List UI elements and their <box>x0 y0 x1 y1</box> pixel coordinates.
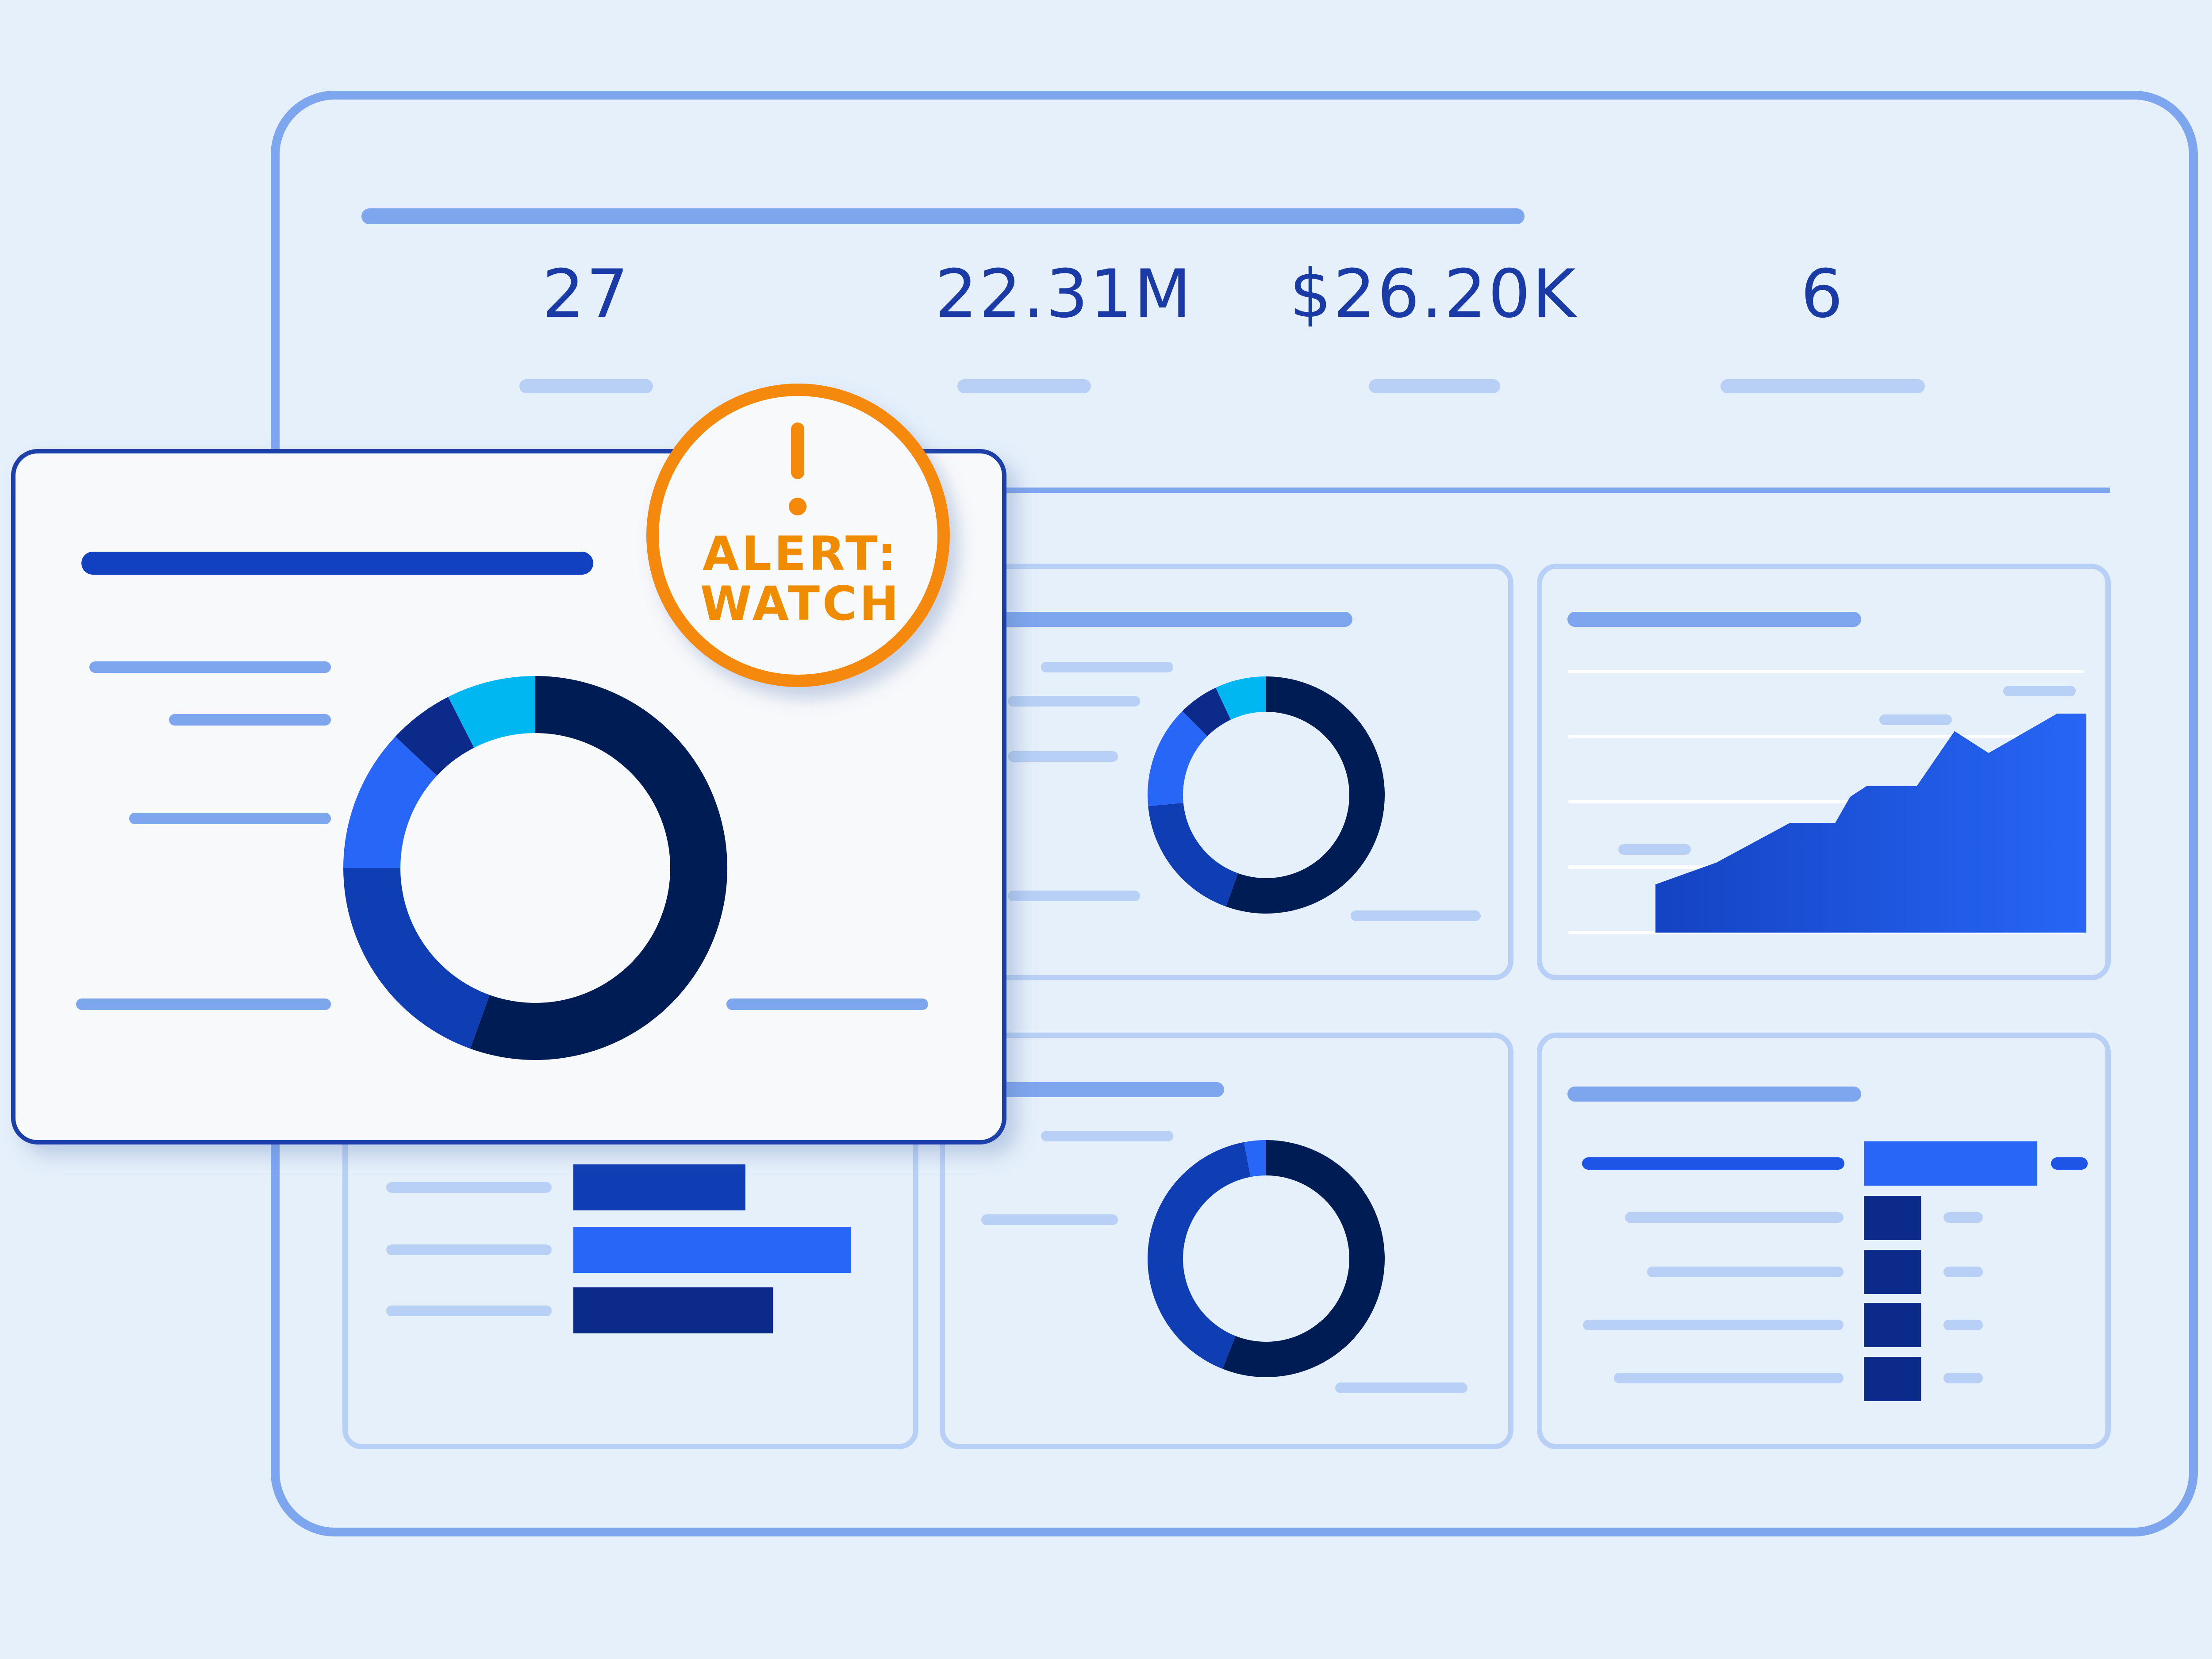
donut-top-segment <box>1148 711 1208 806</box>
donut-main-segment <box>395 697 474 776</box>
alert-line-1: ALERT: <box>703 526 899 581</box>
alert-badge <box>646 384 950 687</box>
panel-donut-bottom <box>940 1033 1513 1449</box>
donut-bottom-segment <box>1147 1142 1251 1369</box>
area-chart <box>1568 670 2086 934</box>
bar-chart-right <box>1864 1141 2037 1401</box>
panel-area-chart <box>1537 564 2111 980</box>
bar <box>1864 1357 1921 1401</box>
donut-top-segment <box>1182 687 1231 737</box>
donut-main-segment <box>448 676 535 748</box>
donut-top-segment <box>1215 676 1266 720</box>
area-fill <box>1655 714 2086 933</box>
donut-bottom-segment <box>1244 1140 1266 1177</box>
bar <box>1864 1303 1921 1347</box>
bar <box>1864 1141 2037 1186</box>
panel-bar-chart-right <box>1537 1033 2111 1449</box>
alert-label: ALERT: WATCH <box>690 529 911 629</box>
exclamation-icon <box>789 422 806 515</box>
kpi-value-2: 22.31M <box>935 256 1193 333</box>
alert-line-2: WATCH <box>700 576 902 631</box>
donut-top-segment <box>1226 676 1385 914</box>
mini-donut-chart-top <box>1148 676 1385 914</box>
kpi-value-3: $26.20K <box>1289 256 1578 333</box>
mini-donut-chart-bottom <box>1147 1140 1385 1377</box>
bar-chart-left <box>573 1164 851 1333</box>
kpi-value-4: 6 <box>1801 256 1845 333</box>
donut-top-segment <box>1148 803 1238 907</box>
donut-chart-main <box>343 676 728 1060</box>
bar <box>1864 1250 1921 1294</box>
donut-bottom-segment <box>1222 1140 1385 1377</box>
kpi-value-1: 27 <box>542 256 630 333</box>
donut-main-segment <box>343 868 490 1049</box>
bar <box>573 1227 851 1273</box>
donut-main-segment <box>470 676 728 1060</box>
bar <box>1864 1196 1921 1240</box>
bar <box>573 1287 773 1333</box>
bar <box>573 1164 745 1210</box>
donut-main-segment <box>343 736 437 868</box>
